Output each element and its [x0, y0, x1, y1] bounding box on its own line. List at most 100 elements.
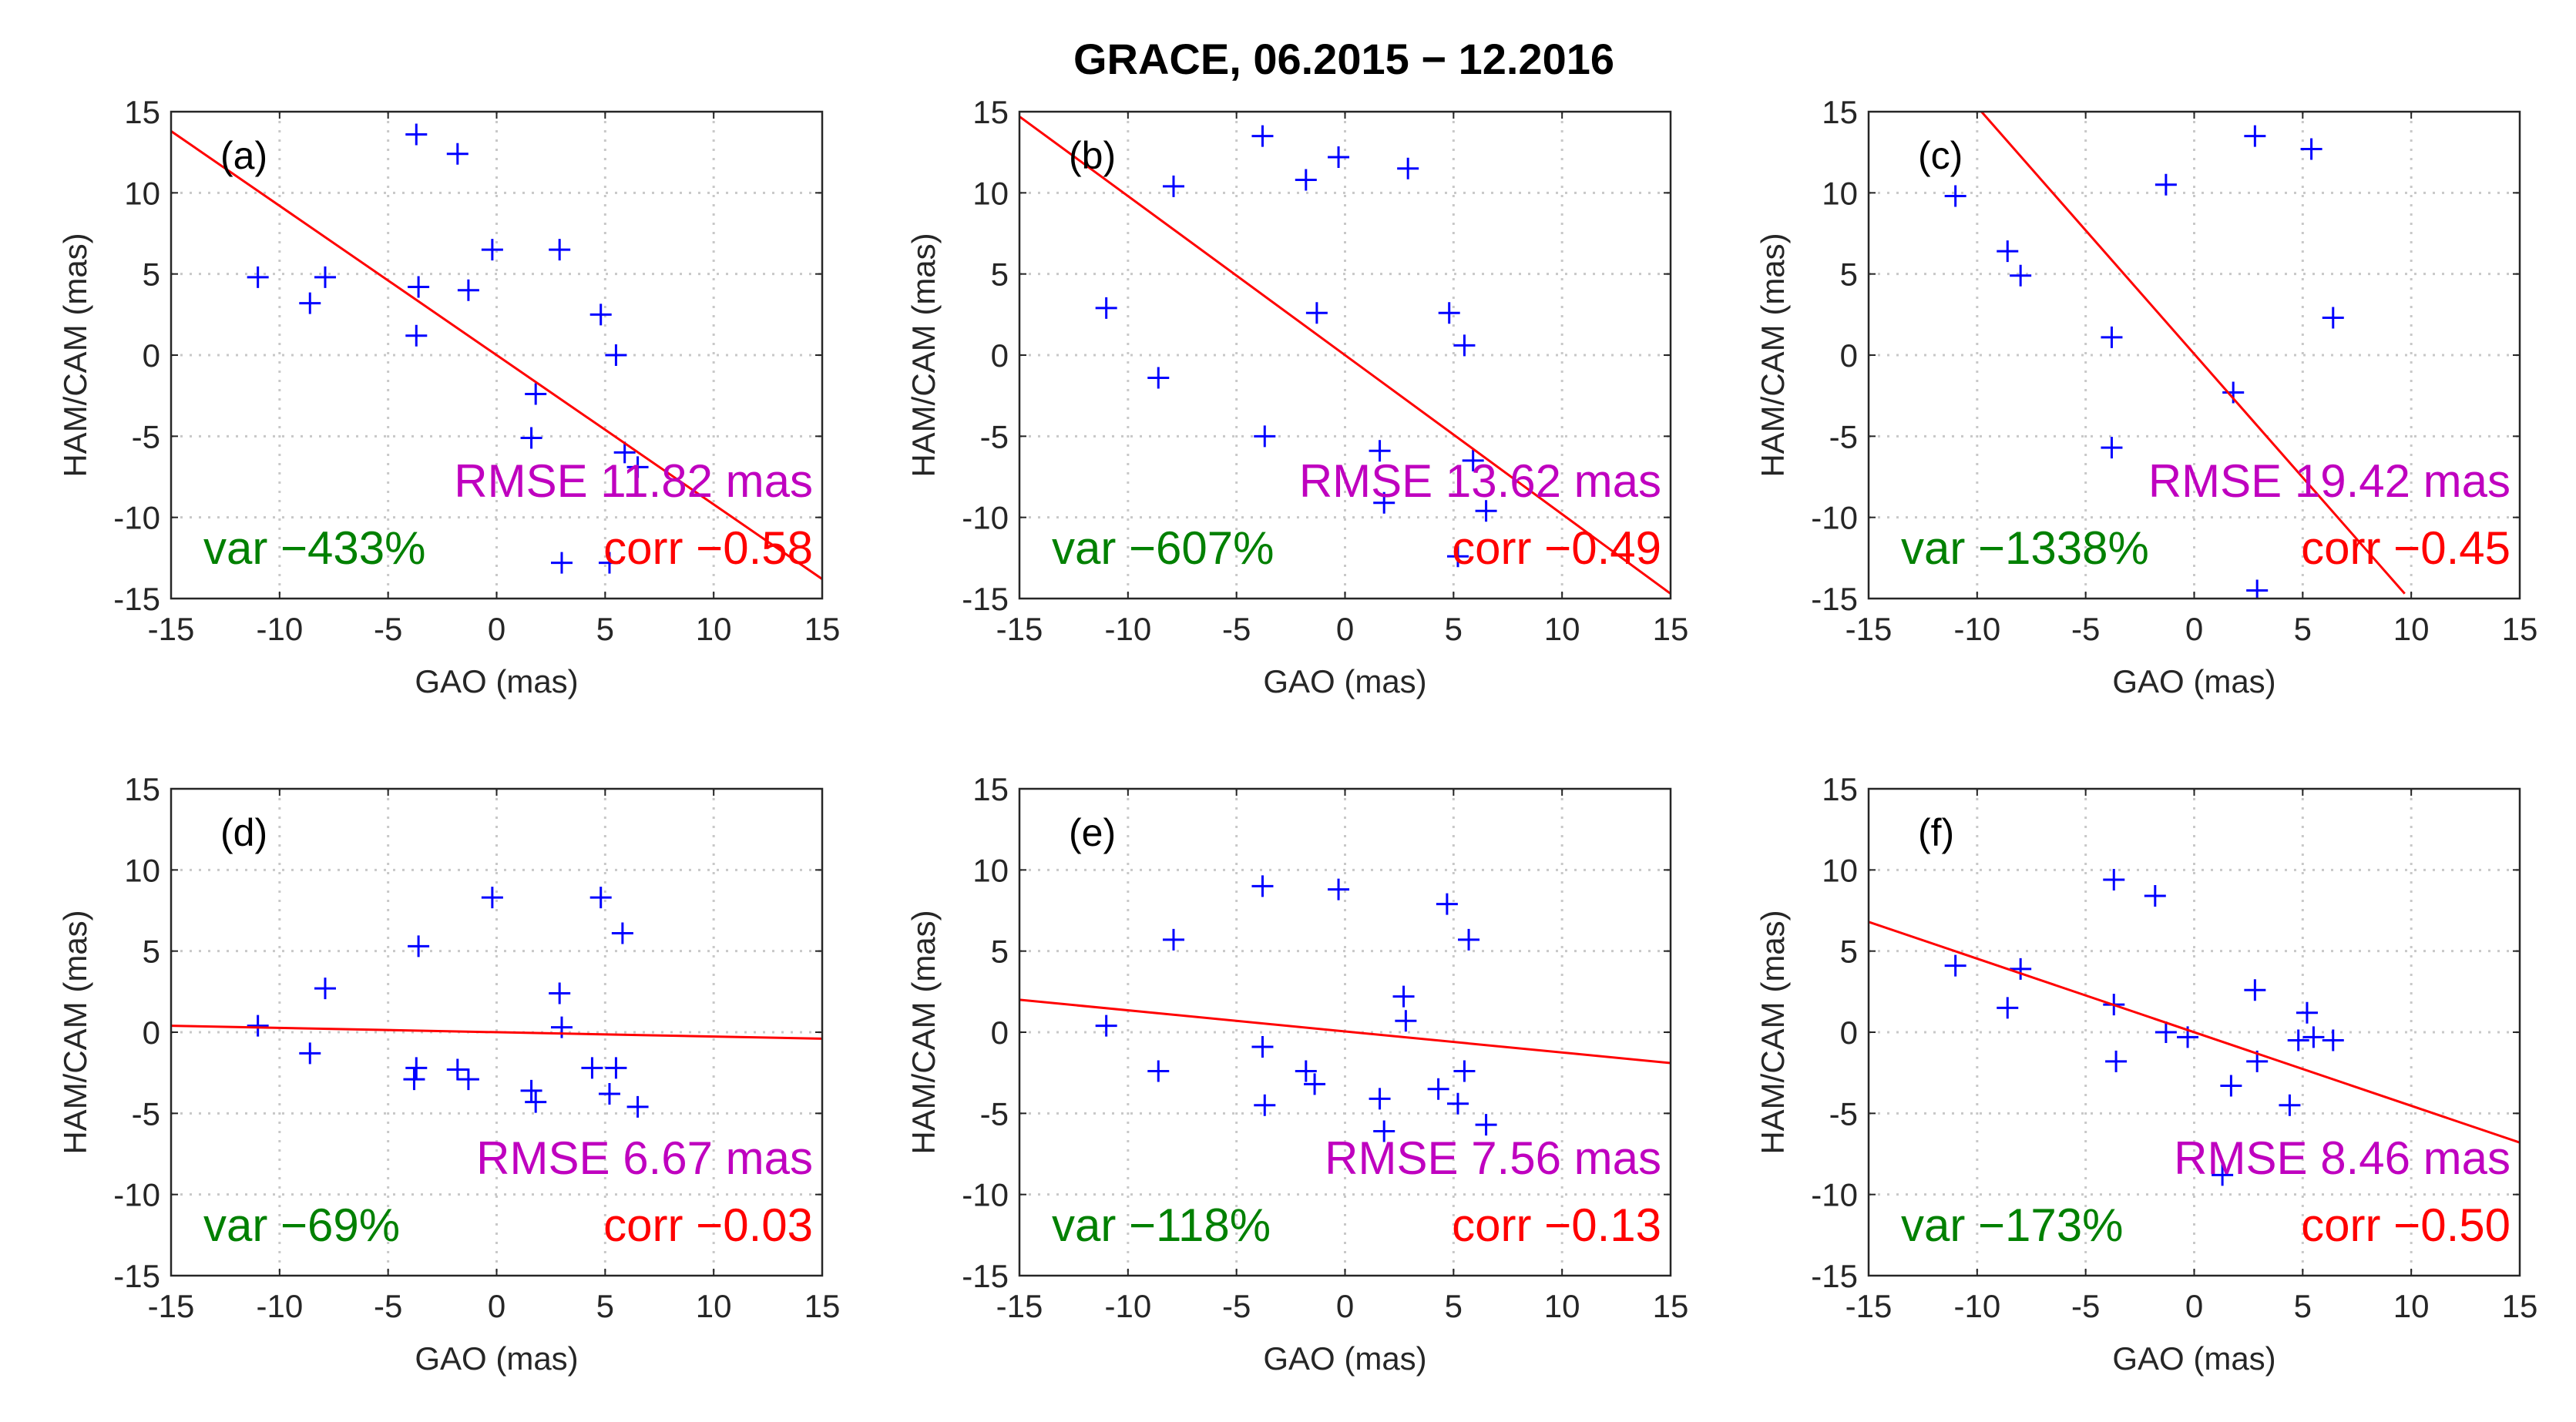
data-point	[2155, 173, 2177, 196]
x-tick-label: 15	[804, 611, 841, 647]
data-point	[299, 1042, 321, 1065]
data-point	[2105, 1050, 2128, 1072]
data-point	[626, 456, 649, 478]
y-axis-label: HAM/CAM (mas)	[905, 910, 942, 1154]
data-point	[1251, 875, 1274, 897]
rmse-annotation: RMSE 13.62 mas	[1299, 455, 1661, 507]
x-tick-label: 5	[2294, 1288, 2312, 1324]
axes-box	[1867, 110, 2521, 600]
data-point	[1162, 175, 1184, 197]
data-point	[1373, 491, 1395, 514]
panel-label: (b)	[1069, 134, 1116, 177]
data-point	[2101, 326, 2123, 348]
data-point	[2103, 868, 2125, 890]
fit-line	[1019, 116, 1671, 595]
x-tick-label: 5	[2294, 611, 2312, 647]
var-annotation: var −1338%	[1901, 522, 2149, 574]
chart-panel-a: -15 -10 -5 0 5 10 15 -15 -10 -5 0 5 10 15 (a) RMSE 11.8…	[57, 94, 840, 699]
y-tick-label: -15	[962, 581, 1009, 617]
chart-panel-c: -15 -10 -5 0 5 10 15 -15 -10 -5 0 5 10 15 (c) RMSE 19.4…	[1755, 94, 2537, 699]
x-tick-label: -15	[996, 1288, 1043, 1324]
y-tick-label: 10	[972, 852, 1009, 888]
x-tick-label: -15	[1846, 611, 1893, 647]
data-points	[247, 123, 649, 574]
x-tick-label: 15	[2502, 1288, 2538, 1324]
data-point	[1295, 1060, 1317, 1082]
x-tick-label: -10	[1104, 1288, 1151, 1324]
rmse-annotation: RMSE 11.82 mas	[454, 455, 813, 507]
corr-annotation: corr −0.50	[2301, 1199, 2511, 1251]
x-tick-label: 10	[696, 1288, 732, 1324]
x-tick-label: -5	[1222, 611, 1251, 647]
rmse-annotation: RMSE 7.56 mas	[1325, 1132, 1661, 1184]
y-tick-label: -5	[980, 418, 1009, 454]
data-point	[1397, 157, 1419, 179]
data-point	[1453, 334, 1476, 357]
y-axis-label: HAM/CAM (mas)	[57, 910, 93, 1154]
y-tick-label: 15	[972, 94, 1009, 130]
y-axis-label: HAM/CAM (mas)	[57, 233, 93, 477]
data-point	[525, 383, 547, 405]
data-point	[605, 344, 627, 366]
data-point	[551, 552, 573, 574]
data-point	[2300, 138, 2322, 160]
data-point	[2322, 1029, 2344, 1051]
data-point	[457, 1068, 479, 1091]
y-tick-label: -10	[962, 500, 1009, 536]
data-point	[2144, 885, 2166, 907]
x-axis-label: GAO (mas)	[2112, 1340, 2275, 1377]
x-tick-label: 0	[1336, 1288, 1354, 1324]
y-tick-label: -10	[113, 500, 160, 536]
data-point	[613, 441, 636, 464]
rmse-annotation: RMSE 19.42 mas	[2148, 455, 2511, 507]
data-point	[605, 1057, 627, 1079]
axes-box	[170, 110, 824, 600]
data-point	[1462, 449, 1484, 471]
y-tick-label: 0	[143, 337, 160, 374]
data-point	[2101, 437, 2123, 459]
data-point	[1328, 878, 1350, 900]
var-annotation: var −118%	[1052, 1199, 1271, 1251]
data-point	[2296, 1001, 2318, 1024]
x-tick-label: -10	[1104, 611, 1151, 647]
data-point	[1095, 1015, 1117, 1037]
x-tick-label: 0	[2185, 1288, 2203, 1324]
rmse-annotation: RMSE 8.46 mas	[2174, 1132, 2511, 1184]
data-point	[520, 427, 542, 449]
data-point	[1446, 545, 1469, 568]
y-tick-label: 5	[991, 934, 1009, 970]
panel-label: (d)	[220, 811, 267, 854]
data-point	[1254, 1094, 1276, 1116]
y-tick-label: -15	[1811, 581, 1858, 617]
y-axis-label: HAM/CAM (mas)	[905, 233, 942, 477]
data-point	[247, 266, 269, 288]
data-point	[2322, 307, 2344, 329]
data-point	[314, 978, 336, 1000]
axes-box	[1018, 110, 1672, 600]
x-tick-label: 0	[2185, 611, 2203, 647]
panel-label: (e)	[1069, 811, 1116, 854]
data-point	[1369, 440, 1391, 462]
data-point	[549, 239, 571, 261]
data-point	[589, 887, 612, 909]
data-point	[1295, 169, 1317, 191]
data-point	[626, 1095, 649, 1118]
data-point	[1328, 146, 1350, 168]
x-tick-label: -15	[148, 1288, 195, 1324]
data-point	[1305, 302, 1328, 324]
x-axis-label: GAO (mas)	[1263, 663, 1426, 699]
x-tick-label: 10	[696, 611, 732, 647]
y-tick-label: -10	[962, 1177, 1009, 1213]
y-tick-label: -5	[1829, 418, 1858, 454]
fit-line	[171, 1025, 822, 1040]
data-point	[405, 324, 428, 347]
x-tick-label: -5	[1222, 1288, 1251, 1324]
y-tick-label: 5	[991, 257, 1009, 293]
x-tick-label: -5	[374, 611, 402, 647]
data-point	[1251, 1035, 1274, 1058]
data-point	[1438, 302, 1460, 324]
data-point	[1254, 425, 1276, 448]
y-tick-label: 15	[124, 771, 160, 807]
data-points	[1095, 125, 1497, 568]
data-point	[2287, 1029, 2309, 1051]
